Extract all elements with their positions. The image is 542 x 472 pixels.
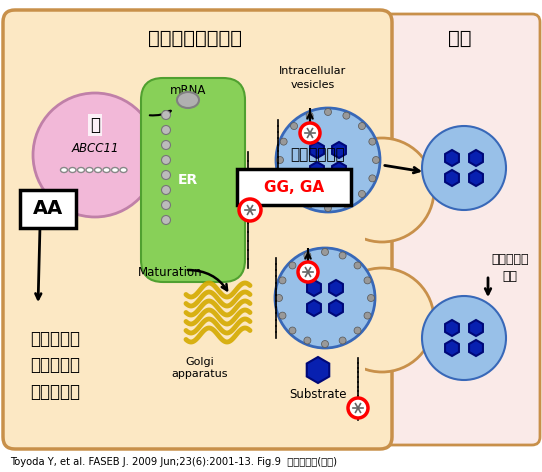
Ellipse shape	[78, 168, 85, 172]
Circle shape	[280, 138, 287, 145]
Circle shape	[304, 337, 311, 344]
Circle shape	[343, 201, 350, 208]
Text: mRNA: mRNA	[170, 84, 206, 96]
Text: 核: 核	[90, 116, 100, 134]
Circle shape	[280, 175, 287, 182]
Circle shape	[276, 157, 283, 163]
Ellipse shape	[61, 168, 68, 172]
Circle shape	[162, 155, 171, 165]
Circle shape	[239, 199, 261, 221]
Circle shape	[33, 93, 157, 217]
Text: アポクリン腕細胞: アポクリン腕細胞	[148, 28, 242, 48]
Circle shape	[325, 109, 332, 116]
Circle shape	[321, 340, 328, 347]
Circle shape	[162, 141, 171, 150]
Circle shape	[306, 112, 313, 119]
Circle shape	[162, 185, 171, 194]
Text: AA: AA	[33, 200, 63, 219]
Circle shape	[162, 126, 171, 135]
Circle shape	[369, 175, 376, 182]
Circle shape	[369, 138, 376, 145]
Circle shape	[306, 201, 313, 208]
Text: 管腔: 管腔	[448, 28, 472, 48]
Ellipse shape	[177, 92, 199, 108]
Circle shape	[358, 190, 365, 197]
Ellipse shape	[103, 168, 110, 172]
Text: GG, GA: GG, GA	[264, 179, 324, 194]
Circle shape	[279, 312, 286, 319]
Ellipse shape	[120, 168, 127, 172]
Circle shape	[348, 398, 368, 418]
Circle shape	[354, 327, 361, 334]
Circle shape	[276, 108, 380, 212]
Circle shape	[325, 204, 332, 211]
Circle shape	[162, 110, 171, 119]
Text: Maturation: Maturation	[138, 265, 202, 278]
Circle shape	[298, 262, 318, 282]
Circle shape	[364, 277, 371, 284]
Circle shape	[358, 123, 365, 129]
Text: オリゴ糖添加: オリゴ糖添加	[290, 147, 345, 162]
Ellipse shape	[86, 168, 93, 172]
Circle shape	[321, 248, 328, 255]
Circle shape	[291, 123, 298, 129]
Ellipse shape	[69, 168, 76, 172]
Circle shape	[330, 268, 434, 372]
Text: ER: ER	[178, 173, 198, 187]
Circle shape	[289, 327, 296, 334]
FancyBboxPatch shape	[352, 14, 540, 445]
Text: Intracellular
vesicles: Intracellular vesicles	[279, 67, 347, 90]
Text: Golgi
apparatus: Golgi apparatus	[172, 357, 228, 379]
Circle shape	[364, 312, 371, 319]
Circle shape	[339, 337, 346, 344]
Circle shape	[422, 296, 506, 380]
Circle shape	[162, 216, 171, 225]
Circle shape	[422, 126, 506, 210]
FancyBboxPatch shape	[3, 10, 392, 449]
Text: オリゴ糖が
添加されず
分解される: オリゴ糖が 添加されず 分解される	[30, 330, 80, 401]
FancyBboxPatch shape	[20, 190, 76, 228]
Circle shape	[330, 138, 434, 242]
Circle shape	[275, 248, 375, 348]
Circle shape	[291, 190, 298, 197]
Circle shape	[339, 252, 346, 259]
Circle shape	[279, 277, 286, 284]
Circle shape	[289, 262, 296, 269]
Circle shape	[304, 252, 311, 259]
Text: Toyoda Y, et al. FASEB J. 2009 Jun;23(6):2001-13. Fig.9  引用・改変(和訳): Toyoda Y, et al. FASEB J. 2009 Jun;23(6)…	[10, 457, 337, 467]
FancyBboxPatch shape	[5, 12, 365, 447]
Circle shape	[162, 170, 171, 179]
Text: ABCC11: ABCC11	[71, 142, 119, 154]
FancyBboxPatch shape	[141, 78, 245, 282]
Text: アポクリン
分泌: アポクリン 分泌	[491, 253, 529, 283]
Circle shape	[275, 295, 282, 302]
Text: Substrate: Substrate	[289, 388, 347, 401]
Ellipse shape	[112, 168, 119, 172]
Circle shape	[162, 201, 171, 210]
FancyBboxPatch shape	[237, 169, 351, 205]
Circle shape	[354, 262, 361, 269]
Ellipse shape	[94, 168, 101, 172]
Circle shape	[372, 157, 379, 163]
Circle shape	[343, 112, 350, 119]
Circle shape	[300, 123, 320, 143]
Circle shape	[367, 295, 375, 302]
